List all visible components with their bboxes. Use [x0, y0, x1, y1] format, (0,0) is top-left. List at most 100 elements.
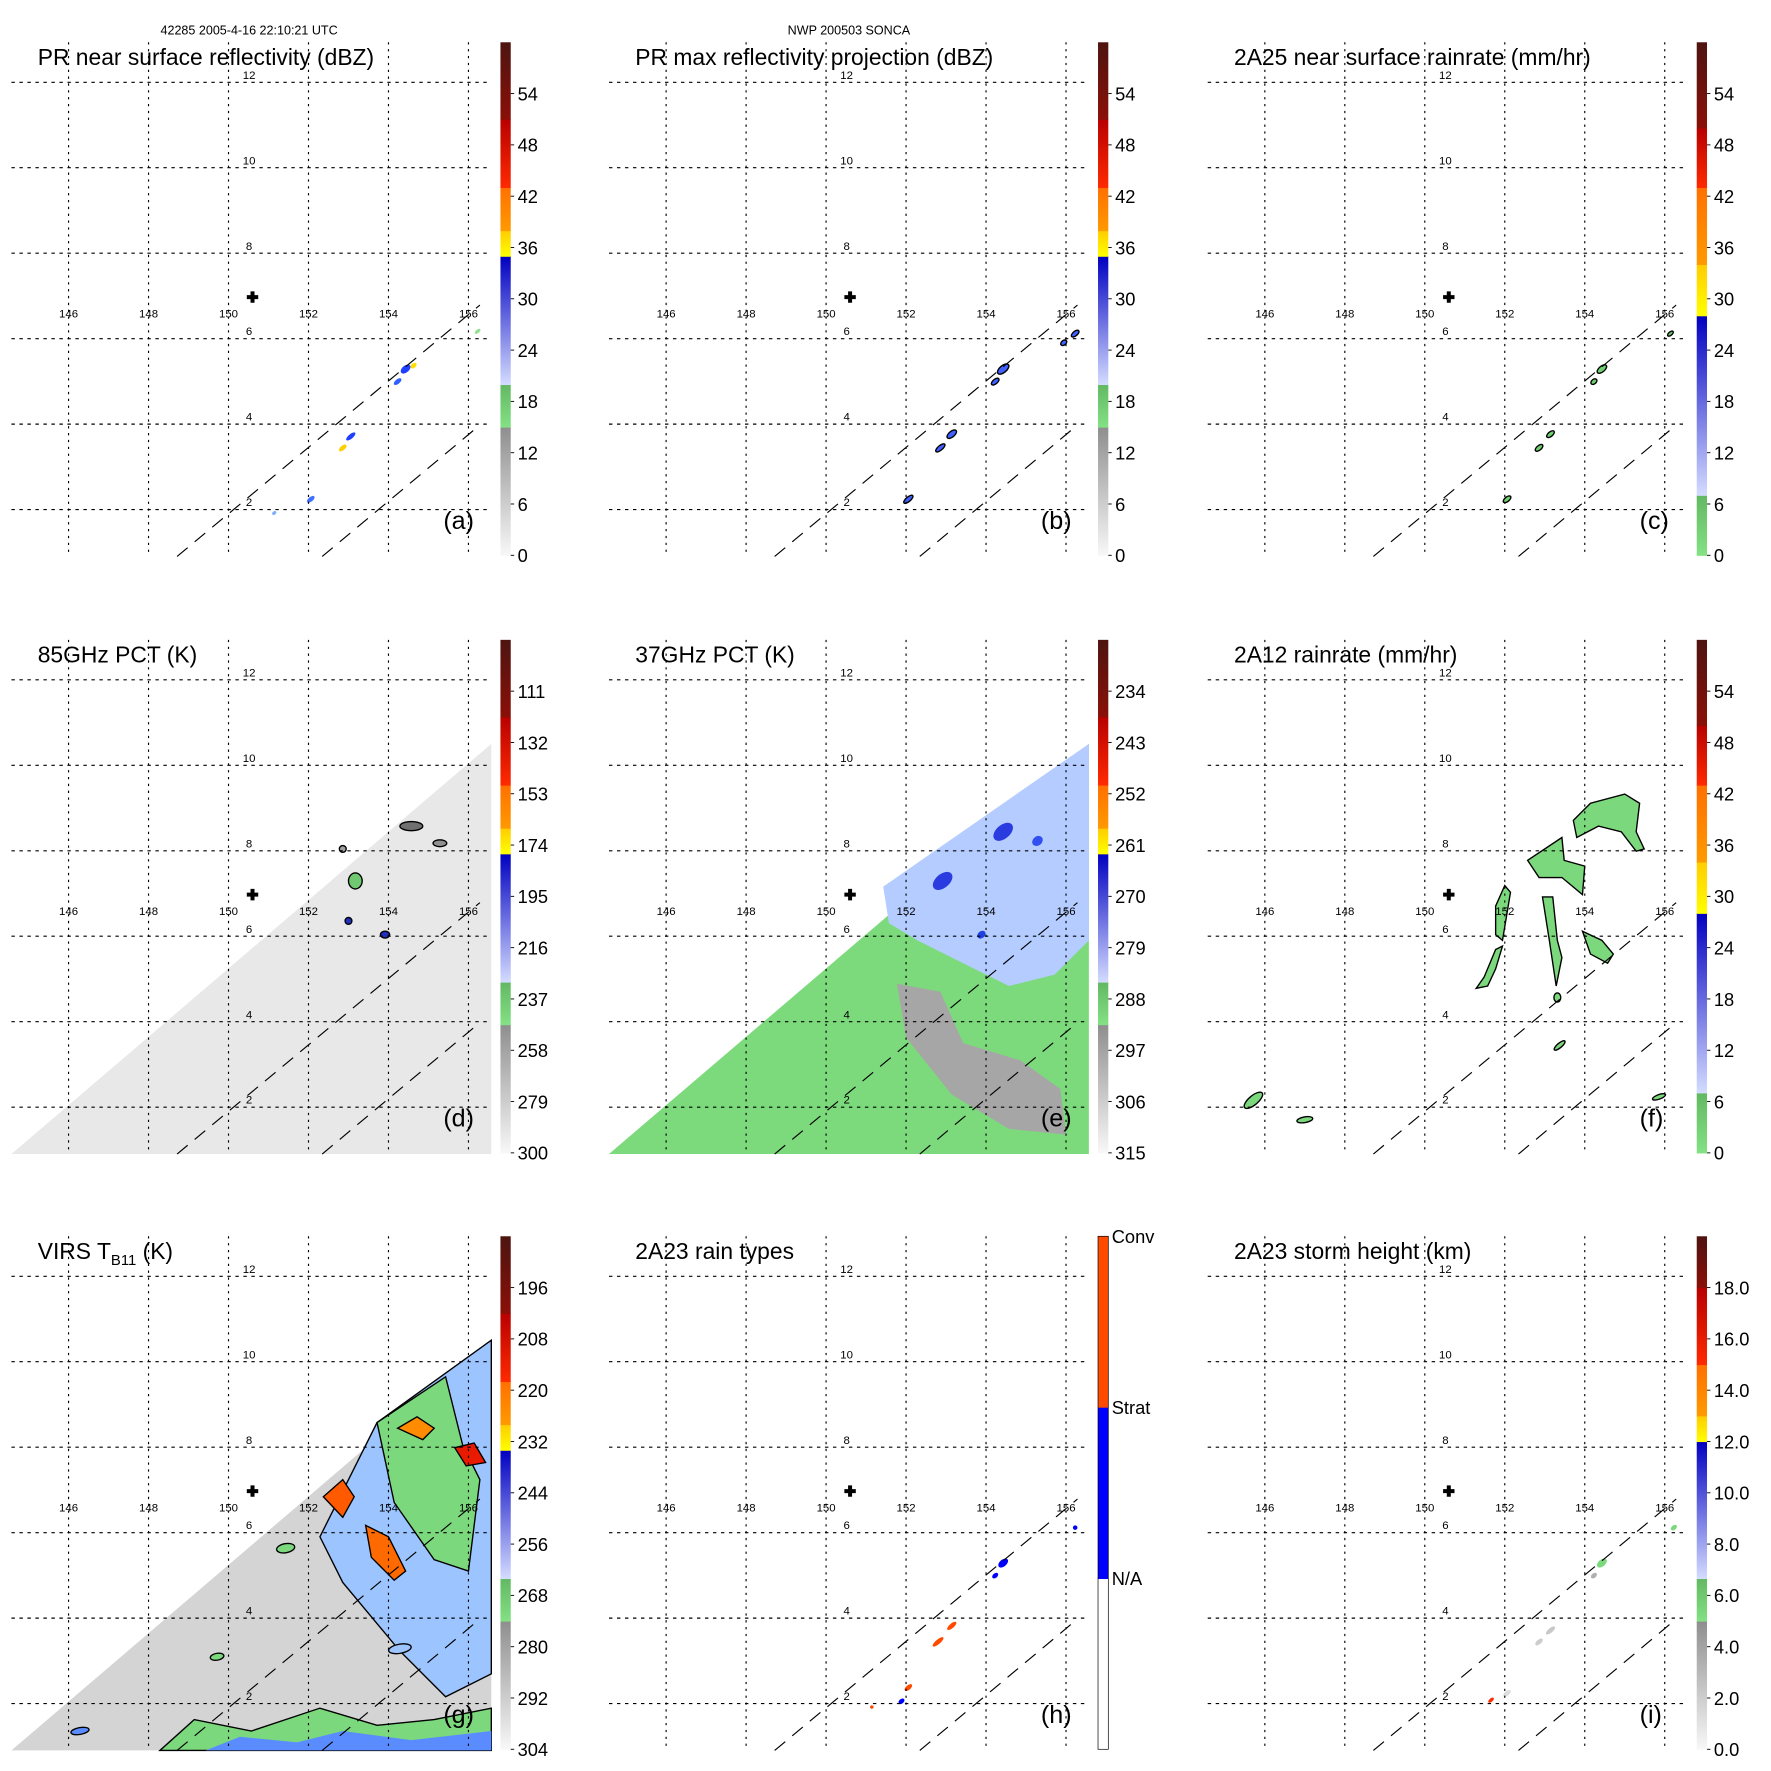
precip-feature: [1534, 443, 1544, 452]
colorbar-label: 30: [518, 289, 538, 310]
colorbar-label: 220: [518, 1380, 548, 1401]
lat-label: 2: [1442, 497, 1448, 509]
lon-label: 146: [1255, 309, 1274, 321]
panel-title: 2A23 rain types: [635, 1238, 794, 1264]
lon-label: 150: [817, 309, 836, 321]
lat-label: 2: [246, 497, 252, 509]
lat-label: 8: [1442, 241, 1448, 253]
precip-feature: [387, 1643, 412, 1655]
lat-label: 2: [246, 1691, 252, 1703]
lat-label: 8: [246, 1435, 252, 1447]
precip-feature: [400, 364, 411, 374]
colorbar-segment: [500, 1450, 511, 1580]
precip-feature: [990, 377, 1000, 386]
lon-label: 150: [219, 1503, 238, 1515]
precip-feature: [1032, 835, 1043, 847]
colorbar-label: 256: [518, 1534, 548, 1555]
lon-label: 146: [657, 906, 676, 918]
lat-label: 6: [246, 924, 252, 936]
precip-feature: [947, 1621, 957, 1630]
colorbar-label: 292: [518, 1688, 548, 1709]
lat-label: 12: [1439, 1264, 1452, 1276]
lon-label: 150: [817, 906, 836, 918]
precip-feature: [1553, 1040, 1566, 1051]
colorbar-segment: [1098, 119, 1109, 189]
lat-label: 10: [1439, 753, 1452, 765]
colorbar-label: 279: [1115, 938, 1145, 959]
lat-label: 12: [243, 667, 256, 679]
precip-feature: [935, 443, 946, 453]
precip-feature: [306, 495, 315, 503]
pr-swath-edge: [1518, 1618, 1677, 1751]
lon-label: 146: [59, 1503, 78, 1515]
lat-lon-grid: 14614815015215415612108642: [11, 639, 492, 1155]
precip-feature: [393, 378, 402, 386]
lat-label: 6: [246, 1520, 252, 1532]
precip-feature: [1070, 329, 1080, 338]
panel-title: VIRS TB11 (K): [38, 1238, 173, 1269]
lat-lon-grid: 14614815015215415612108642: [608, 1236, 1089, 1751]
lon-label: 148: [1335, 906, 1354, 918]
colorbar-label: 10.0: [1714, 1483, 1750, 1504]
map-field: [11, 743, 492, 1155]
colorbar-segment: [500, 1024, 511, 1154]
colorbar-label: N/A: [1112, 1568, 1143, 1589]
precip-feature: [399, 820, 424, 832]
lat-label: 2: [1442, 1095, 1448, 1107]
lat-label: 6: [1442, 326, 1448, 338]
colorbar-segment: [500, 42, 511, 120]
lon-label: 148: [737, 1503, 756, 1515]
colorbar-label: 24: [518, 340, 538, 361]
colorbar-label: 48: [1714, 135, 1734, 156]
colorbar-label: Conv: [1112, 1226, 1156, 1247]
precip-feature: [1535, 1638, 1543, 1646]
colorbar-label: 315: [1115, 1143, 1145, 1164]
lat-label: 6: [843, 326, 849, 338]
map-field: [272, 328, 481, 515]
lon-label: 148: [139, 1503, 158, 1515]
colorbar-segment: [1696, 315, 1708, 496]
colorbar-label: 16.0: [1714, 1329, 1750, 1350]
colorbar-segment: [1098, 1236, 1109, 1408]
lon-label: 154: [379, 906, 399, 918]
storm-center-icon: [844, 1485, 856, 1497]
panel-a: 14614815015215415612108642PR near surfac…: [11, 42, 538, 566]
colorbar-segment: [500, 639, 511, 718]
colorbar-segment: [1098, 1407, 1109, 1580]
colorbar-label: 18: [1714, 391, 1734, 412]
lon-label: 152: [897, 1503, 916, 1515]
storm-center-icon: [246, 888, 259, 901]
lat-label: 6: [1442, 1520, 1448, 1532]
colorbar-label: Strat: [1112, 1397, 1151, 1418]
precip-feature: [1526, 836, 1586, 897]
lon-label: 146: [1255, 906, 1274, 918]
panel-letter: (f): [1640, 1105, 1664, 1133]
lat-label: 6: [246, 326, 252, 338]
lon-label: 148: [737, 309, 756, 321]
colorbar-segment: [1696, 1415, 1708, 1443]
colorbar-label: 288: [1115, 989, 1145, 1010]
colorbar-label: 300: [518, 1143, 548, 1164]
storm-center-icon: [1443, 1485, 1455, 1497]
panel-letter: (d): [443, 1105, 474, 1133]
lat-label: 4: [1442, 412, 1449, 424]
lon-label: 146: [657, 309, 676, 321]
colorbar-segment: [1696, 639, 1708, 727]
lon-label: 146: [59, 309, 78, 321]
colorbar-label: 258: [518, 1040, 548, 1061]
colorbar-segment: [500, 982, 511, 1026]
colorbar-label: 14.0: [1714, 1380, 1750, 1401]
colorbar: 0 6 12 18 24 30 36 42 48 54: [1696, 639, 1734, 1164]
precip-feature: [1572, 793, 1646, 853]
colorbar-segment: [500, 119, 511, 189]
pr-swath-edge: [1518, 424, 1677, 557]
storm-center-icon: [246, 291, 259, 303]
pr-swath-edge: [774, 902, 1078, 1155]
precip-feature: [347, 872, 363, 890]
precip-feature: [870, 1705, 874, 1709]
precip-feature: [1581, 929, 1615, 965]
colorbar-label: 234: [1115, 681, 1145, 702]
colorbar-segment: [1696, 1092, 1708, 1154]
lon-label: 154: [1575, 1503, 1595, 1515]
lat-lon-grid: 14614815015215415612108642: [608, 639, 1089, 1155]
